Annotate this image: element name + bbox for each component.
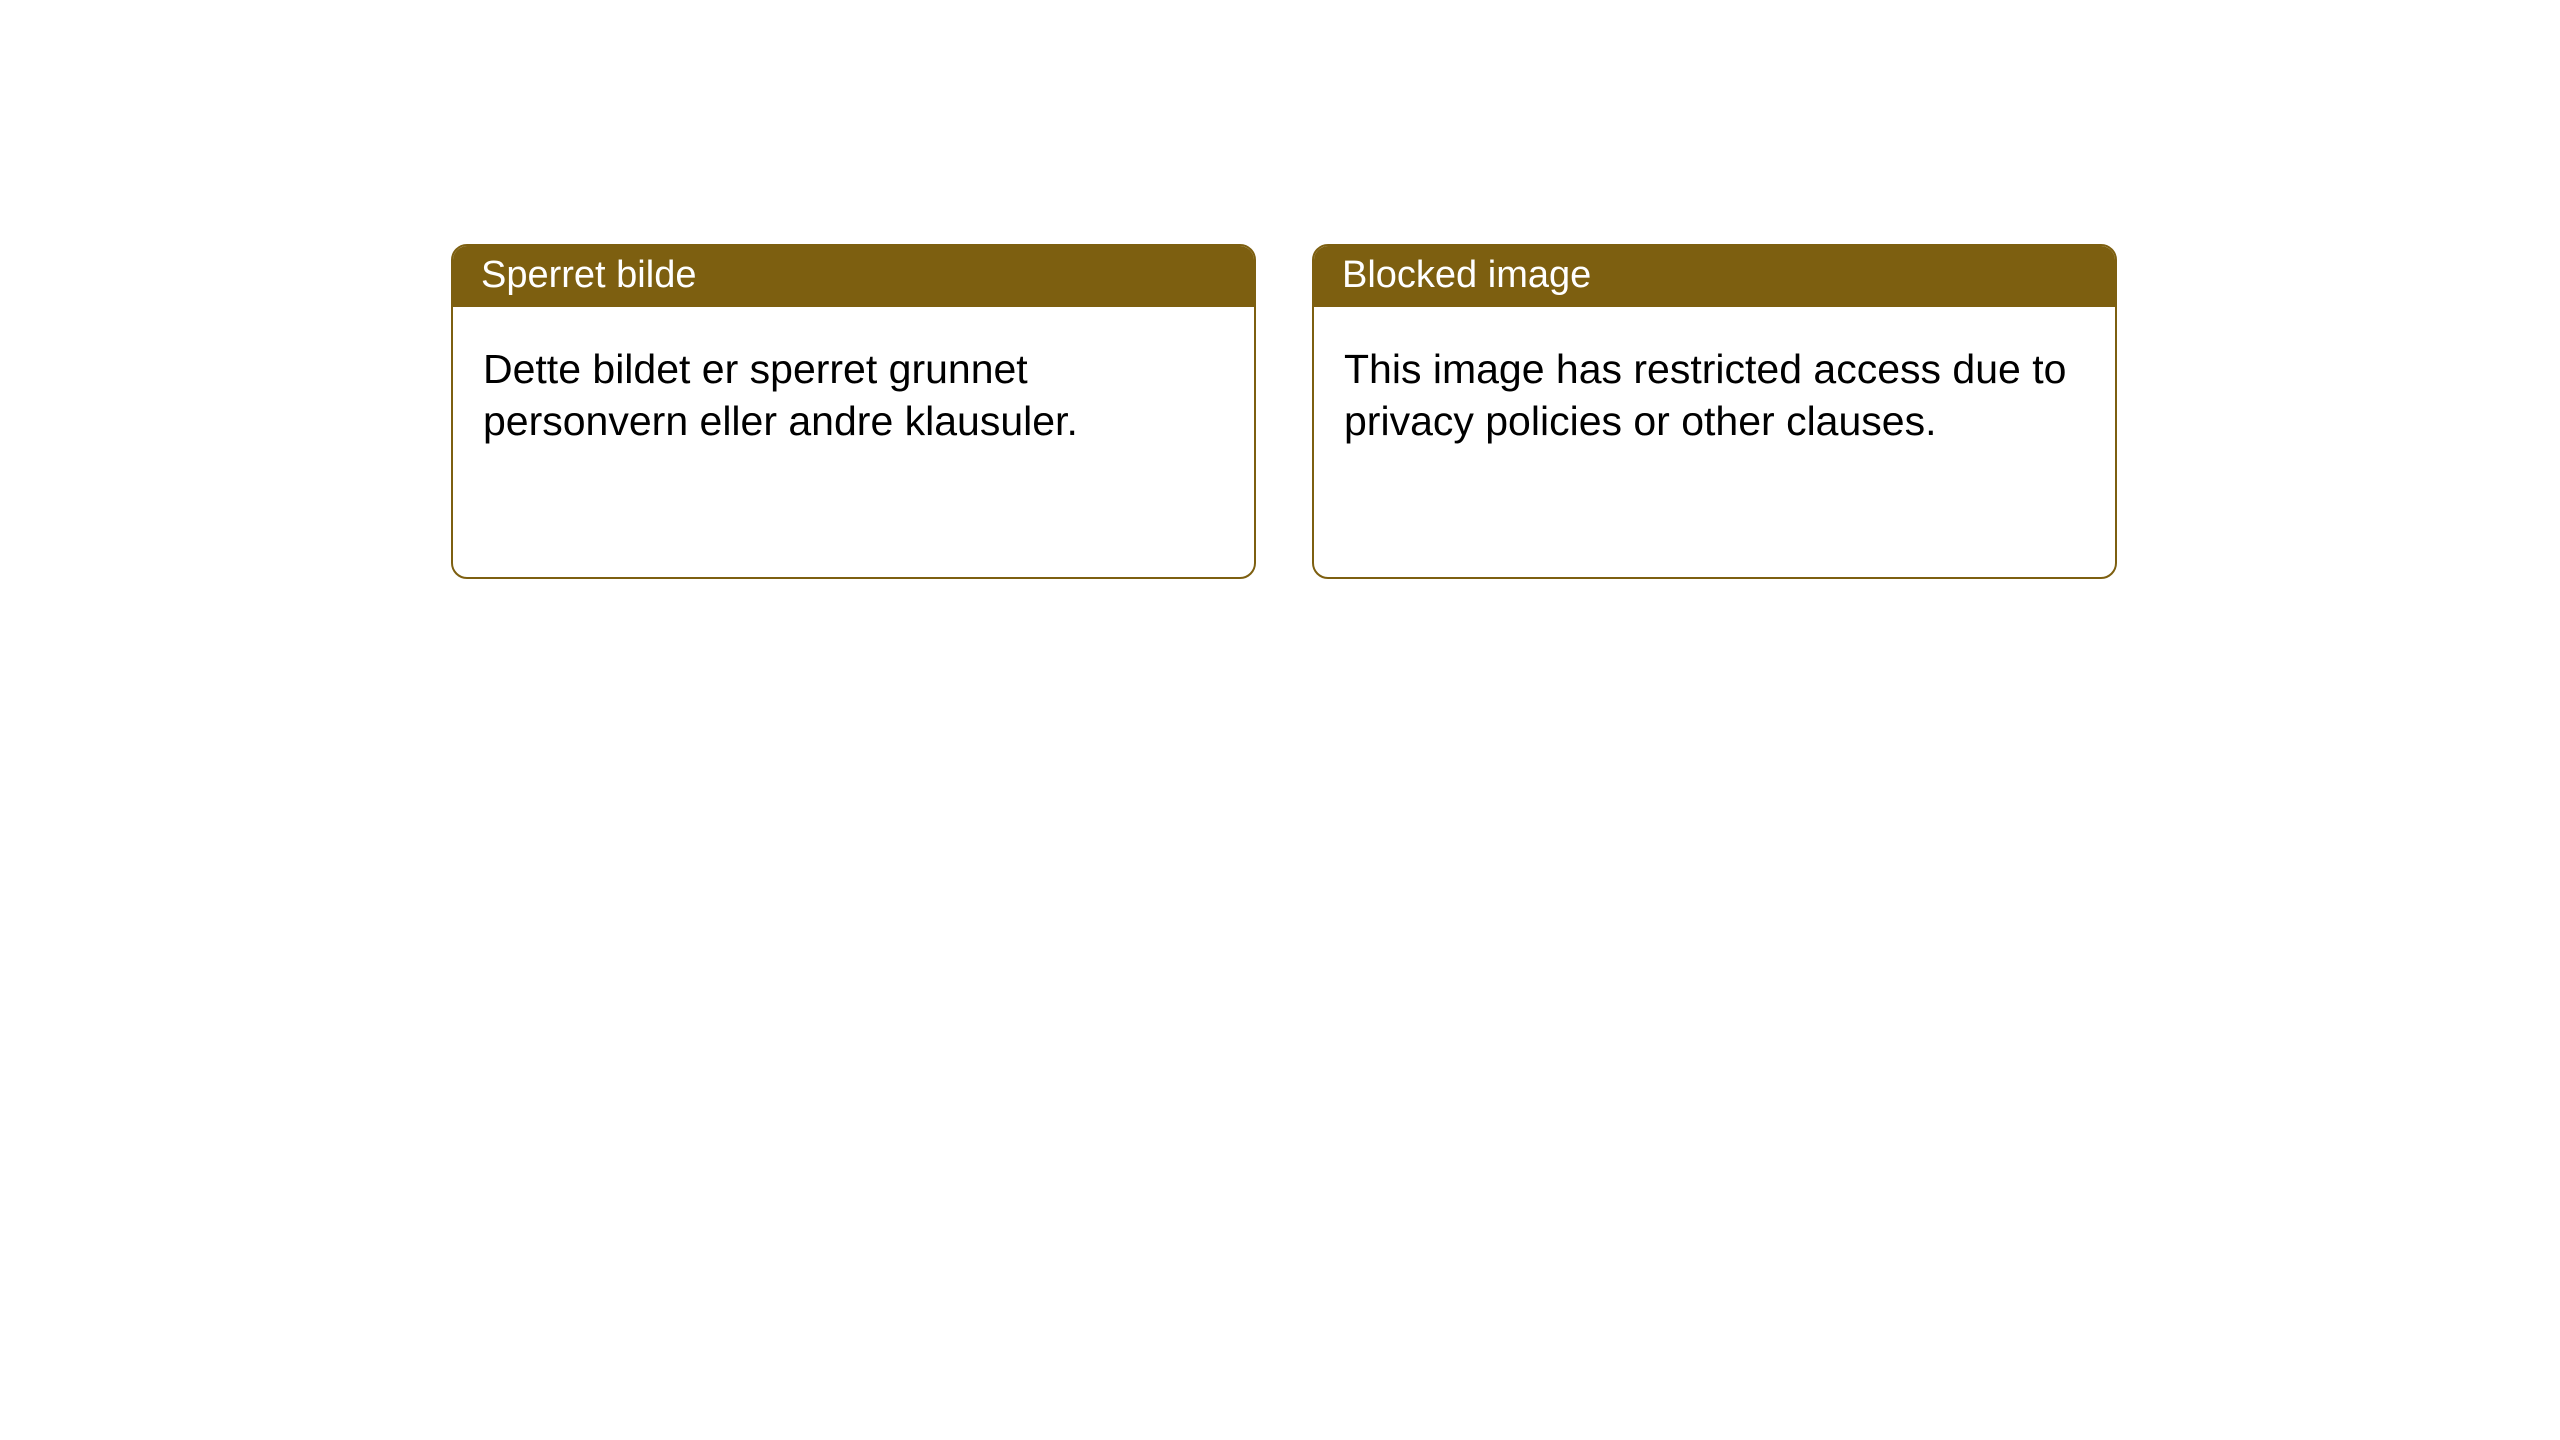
card-norwegian: Sperret bilde Dette bildet er sperret gr…	[451, 244, 1256, 579]
card-body-norwegian: Dette bildet er sperret grunnet personve…	[453, 307, 1254, 577]
card-english: Blocked image This image has restricted …	[1312, 244, 2117, 579]
cards-container: Sperret bilde Dette bildet er sperret gr…	[451, 244, 2117, 579]
card-title-norwegian: Sperret bilde	[453, 246, 1254, 307]
card-title-english: Blocked image	[1314, 246, 2115, 307]
card-body-english: This image has restricted access due to …	[1314, 307, 2115, 577]
